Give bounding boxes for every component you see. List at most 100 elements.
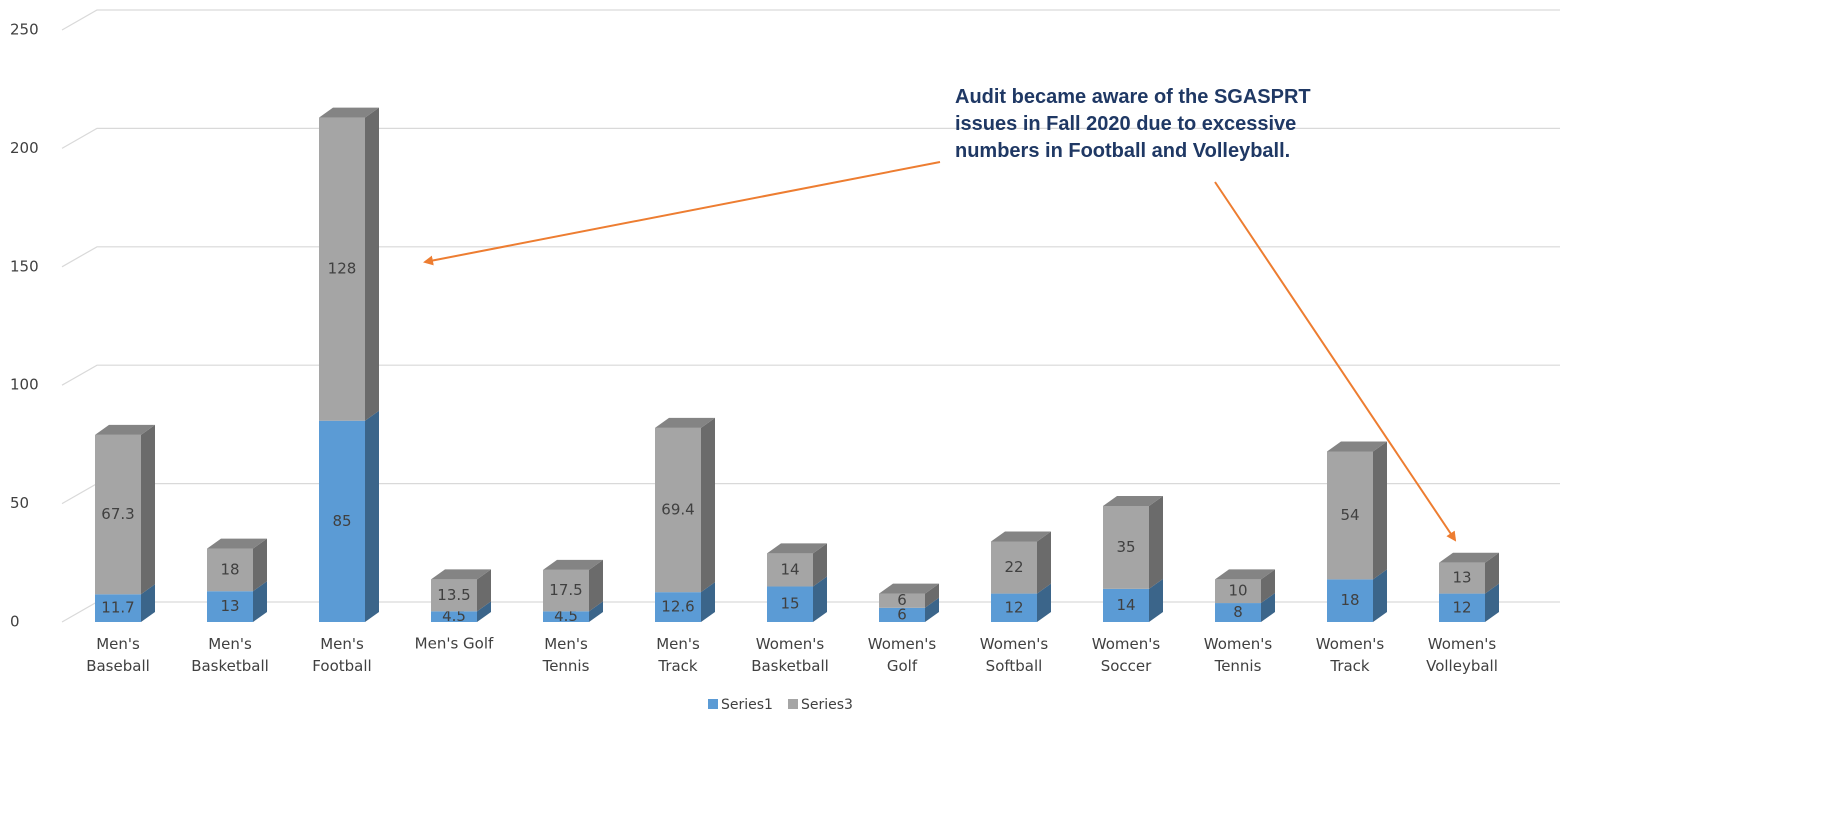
data-label: 12: [1452, 598, 1471, 616]
bar-front: [1215, 579, 1261, 604]
bar-segment: [1439, 552, 1499, 594]
data-label: 22: [1004, 558, 1023, 576]
x-tick-label: Women's Soccer: [1092, 635, 1161, 675]
bar-side: [1373, 569, 1387, 622]
x-tick-label: Women's Tennis: [1204, 635, 1273, 675]
arrow: [1214, 181, 1457, 542]
bar-top: [1103, 495, 1163, 506]
bar-front: [95, 594, 141, 622]
data-label: 17.5: [549, 581, 582, 599]
x-tick-label: Women's Golf: [868, 635, 937, 675]
data-label: 14: [780, 560, 799, 578]
bar-segment: [95, 424, 155, 595]
y-tick-label: 100: [10, 376, 39, 394]
y-tick-label: 250: [10, 21, 39, 39]
x-tick-label: Men's Baseball: [86, 635, 150, 675]
bar-top: [207, 538, 267, 549]
bar-front: [1103, 588, 1149, 622]
bar-side: [1261, 569, 1275, 604]
bar-segment: [431, 601, 491, 622]
data-label: 11.7: [101, 599, 134, 617]
annotation: Audit became aware of the SGASPRT issues…: [955, 86, 1311, 162]
bar-front: [991, 593, 1037, 622]
bar-front: [767, 586, 813, 622]
bar-side: [1037, 583, 1051, 622]
bar-front: [1215, 603, 1261, 622]
bar-front: [543, 611, 589, 622]
y-tick-label: 50: [10, 494, 29, 512]
bar-segment: [991, 583, 1051, 622]
bar-front: [543, 569, 589, 612]
data-label: 13.5: [437, 586, 470, 604]
bar-front: [1327, 579, 1373, 622]
data-label: 15: [780, 595, 799, 613]
bar-side: [1485, 552, 1499, 594]
bar-side: [365, 410, 379, 622]
bar-front: [95, 434, 141, 595]
bar-front: [879, 607, 925, 622]
bar-side: [1149, 578, 1163, 622]
data-label: 8: [1233, 603, 1243, 621]
legend-swatch: [708, 699, 718, 709]
data-label: 4.5: [554, 607, 578, 625]
bar-side: [813, 576, 827, 622]
bar-segment: [1439, 583, 1499, 622]
bar-front: [207, 591, 253, 622]
bar-segment: [655, 417, 715, 593]
bar-segment: [879, 583, 939, 608]
x-tick-label: Women's Softball: [980, 635, 1049, 675]
bar-front: [1439, 562, 1485, 594]
bar-side: [701, 417, 715, 593]
bar-side: [1485, 583, 1499, 622]
x-tick-label: Women's Volleyball: [1426, 635, 1498, 675]
bar-segment: [1215, 593, 1275, 622]
bar-side: [1149, 495, 1163, 589]
bar-front: [319, 420, 365, 622]
data-label: 18: [220, 560, 239, 578]
x-tick-label: Men's Football: [312, 635, 371, 675]
grid-line: [61, 364, 1560, 386]
bar-segment: [543, 601, 603, 622]
bar-front: [655, 592, 701, 622]
data-label: 128: [328, 260, 357, 278]
bar-front: [207, 548, 253, 592]
arrow: [423, 161, 941, 266]
bar-segment: [543, 559, 603, 612]
y-tick-label: 0: [10, 613, 20, 631]
bar-side: [141, 424, 155, 595]
data-label: 13: [1452, 569, 1471, 587]
data-label: 13: [220, 597, 239, 615]
grid-line: [61, 9, 1560, 31]
data-label: 14: [1116, 596, 1135, 614]
bar-segment: [1327, 441, 1387, 580]
bar-side: [253, 581, 267, 622]
bar-side: [1261, 593, 1275, 622]
bar-side: [1373, 441, 1387, 580]
data-label: 10: [1228, 582, 1247, 600]
bar-front: [1103, 505, 1149, 589]
data-label: 35: [1116, 538, 1135, 556]
legend-label: Series1: [721, 697, 773, 713]
bar-segment: [767, 543, 827, 587]
data-label: 54: [1340, 506, 1359, 524]
data-label: 67.3: [101, 505, 134, 523]
bar-top: [543, 559, 603, 570]
bar-side: [589, 601, 603, 622]
x-tick-label: Men's Track: [656, 635, 700, 675]
bar-side: [925, 597, 939, 622]
x-tick-label: Men's Basketball: [191, 635, 269, 675]
bar-segment: [319, 410, 379, 622]
legend-label: Series3: [801, 697, 853, 713]
bar-top: [1327, 441, 1387, 452]
bar-side: [141, 584, 155, 622]
bar-top: [319, 107, 379, 118]
bar-segment: [207, 538, 267, 592]
bar-front: [879, 593, 925, 608]
bar-segment: [431, 569, 491, 612]
bar-top: [879, 583, 939, 594]
bar-segment: [655, 582, 715, 622]
data-label: 12.6: [661, 598, 694, 616]
bar-front: [991, 541, 1037, 594]
bar-top: [991, 531, 1051, 542]
